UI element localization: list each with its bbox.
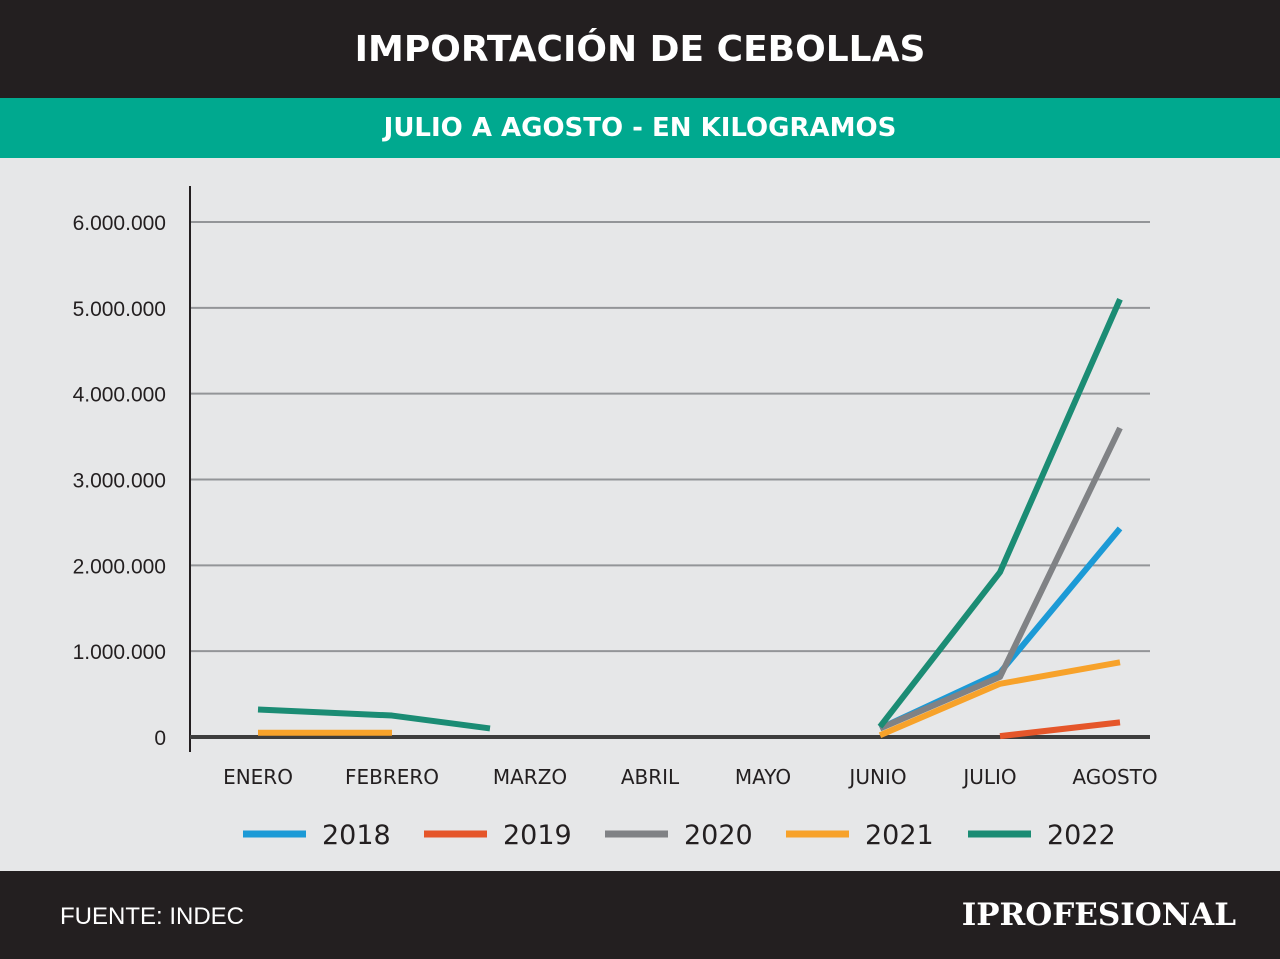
legend-label-2022: 2022 [1047, 820, 1116, 851]
y-tick-label: 3.000.000 [73, 470, 166, 493]
x-tick-label: JULIO [961, 765, 1016, 789]
x-tick-label: MAYO [735, 765, 791, 789]
title-bar: IMPORTACIÓN DE CEBOLLAS [0, 0, 1280, 98]
chart-area: 0 1.000.000 2.000.000 3.000.000 4.000.000 5.0… [0, 158, 1280, 871]
y-tick-label: 2.000.000 [73, 555, 166, 578]
x-tick-label: FEBRERO [345, 765, 439, 789]
source-note: FUENTE: INDEC [60, 903, 245, 930]
x-tick-labels: ENERO FEBRERO MARZO ABRIL MAYO JUNIO JULIO AGOS… [223, 765, 1158, 789]
y-tick-label: 1.000.000 [73, 641, 166, 664]
series-lines [257, 298, 1123, 740]
legend-label-2020: 2020 [684, 820, 753, 851]
legend: 2018 2019 2020 2021 2022 [243, 820, 1116, 851]
x-tick-label: JUNIO [847, 765, 906, 789]
chart-subtitle: JULIO A AGOSTO - EN KILOGRAMOS [383, 113, 897, 143]
subtitle-bar: JULIO A AGOSTO - EN KILOGRAMOS [0, 98, 1280, 158]
legend-label-2018: 2018 [322, 820, 391, 851]
series-line-2019 [999, 719, 1121, 740]
series-line-2022 [877, 298, 1123, 729]
grid-lines [190, 221, 1150, 653]
x-tick-label: MARZO [493, 765, 567, 789]
series-line-2020 [878, 426, 1123, 732]
brand-logo: IPROFESIONAL [961, 897, 1236, 933]
y-tick-label: 0 [154, 727, 166, 750]
legend-label-2019: 2019 [503, 820, 572, 851]
y-tick-label: 4.000.000 [73, 384, 166, 407]
chart-title: IMPORTACIÓN DE CEBOLLAS [354, 28, 926, 70]
footer-bar: FUENTE: INDEC IPROFESIONAL [0, 871, 1280, 959]
x-tick-label: ENERO [223, 765, 293, 789]
x-tick-label: ABRIL [621, 765, 680, 789]
y-tick-label: 6.000.000 [73, 212, 166, 235]
axes [189, 186, 1150, 752]
line-chart: 0 1.000.000 2.000.000 3.000.000 4.000.000 5.0… [73, 186, 1158, 851]
x-tick-label: AGOSTO [1072, 765, 1157, 789]
series-line-2021 [878, 659, 1121, 739]
series-line-2022 [257, 706, 491, 732]
y-tick-label: 5.000.000 [73, 298, 166, 321]
legend-label-2021: 2021 [865, 820, 934, 851]
series-line-2018 [878, 526, 1123, 732]
y-tick-labels: 0 1.000.000 2.000.000 3.000.000 4.000.000 5.0… [73, 212, 166, 750]
